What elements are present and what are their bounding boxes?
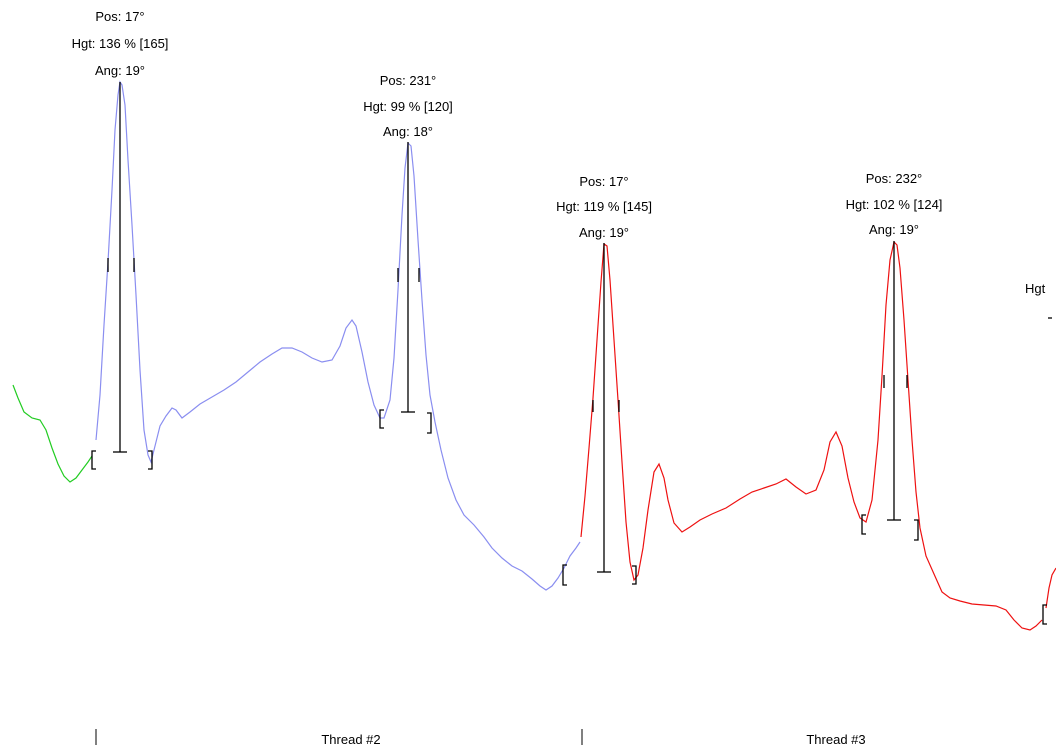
peak-annotation-4: Pos: 232° Hgt: 102 % [124] Ang: 19°: [846, 171, 943, 237]
trace-group: [12, 80, 1056, 631]
trace-thread-1-tail: [12, 384, 93, 483]
thread-label-3: Thread #3: [806, 732, 865, 747]
peak-annotation-1: Pos: 17° Hgt: 136 % [165] Ang: 19°: [72, 9, 169, 78]
peak-annotation-3: Pos: 17° Hgt: 119 % [145] Ang: 19°: [556, 174, 652, 240]
peak-1-ang: Ang: 19°: [95, 63, 145, 78]
peak-2-pos: Pos: 231°: [380, 73, 437, 88]
peak-1-pos: Pos: 17°: [95, 9, 144, 24]
peak-annotation-5: Hgt: [1025, 281, 1046, 296]
trace-thread-4-start: [1045, 567, 1056, 609]
peak-1-hgt: Hgt: 136 % [165]: [72, 36, 169, 51]
peak-2-ang: Ang: 18°: [383, 124, 433, 139]
peak-marker-3: [562, 243, 637, 586]
peak-marker-1: [91, 82, 153, 470]
trace-thread-2: [95, 80, 581, 591]
peak-3-pos: Pos: 17°: [579, 174, 628, 189]
peak-3-ang: Ang: 19°: [579, 225, 629, 240]
peak-5-hgt: Hgt: [1025, 281, 1046, 296]
thread-label-2: Thread #2: [321, 732, 380, 747]
peak-4-pos: Pos: 232°: [866, 171, 923, 186]
peak-3-hgt: Hgt: 119 % [145]: [556, 199, 652, 214]
thread-axis: Thread #2 Thread #3: [95, 729, 866, 747]
trace-thread-3: [580, 240, 1043, 631]
peak-annotations: Pos: 17° Hgt: 136 % [165] Ang: 19° Pos: …: [72, 9, 1046, 296]
peak-2-hgt: Hgt: 99 % [120]: [363, 99, 453, 114]
peak-markers: [91, 82, 1052, 625]
peak-4-ang: Ang: 19°: [869, 222, 919, 237]
peak-4-hgt: Hgt: 102 % [124]: [846, 197, 943, 212]
peak-marker-2: [379, 142, 432, 434]
peak-marker-4: [861, 241, 919, 541]
peak-marker-5: [1042, 317, 1052, 625]
peak-annotation-2: Pos: 231° Hgt: 99 % [120] Ang: 18°: [363, 73, 453, 139]
